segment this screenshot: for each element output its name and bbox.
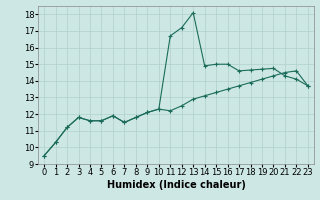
X-axis label: Humidex (Indice chaleur): Humidex (Indice chaleur) [107,180,245,190]
